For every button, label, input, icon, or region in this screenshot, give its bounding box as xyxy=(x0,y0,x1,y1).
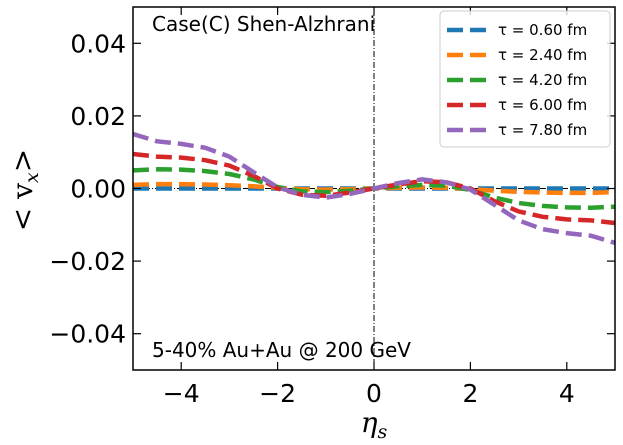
x-tick-label: 4 xyxy=(559,379,575,408)
legend-label: τ = 7.80 fm xyxy=(498,121,587,139)
y-tick-label: 0.04 xyxy=(70,29,126,58)
legend-label: τ = 0.60 fm xyxy=(498,21,587,39)
x-tick-label: 2 xyxy=(462,379,478,408)
x-tick-label: −4 xyxy=(163,379,200,408)
annotation-case: Case(C) Shen-Alzhrani xyxy=(152,12,375,36)
x-tick-label: −2 xyxy=(259,379,296,408)
legend: τ = 0.60 fm τ = 2.40 fm τ = 4.20 fm τ = 6.0… xyxy=(439,10,611,148)
y-tick-label: −0.04 xyxy=(49,320,126,349)
legend-label: τ = 2.40 fm xyxy=(498,46,587,64)
y-tick-label: 0.02 xyxy=(70,102,126,131)
y-tick-label: 0.00 xyxy=(70,175,126,204)
legend-label: τ = 4.20 fm xyxy=(498,71,587,89)
series-line-4 xyxy=(133,151,615,226)
series-line-5 xyxy=(133,131,615,246)
y-tick-label: −0.02 xyxy=(49,247,126,276)
annotation-collision: 5-40% Au+Au @ 200 GeV xyxy=(152,338,411,362)
x-tick-label: 0 xyxy=(366,379,382,408)
legend-label: τ = 6.00 fm xyxy=(498,96,587,114)
x-axis-label: ηs xyxy=(361,406,388,443)
legend-box xyxy=(439,10,611,148)
y-axis-label: < vx> xyxy=(6,149,43,231)
